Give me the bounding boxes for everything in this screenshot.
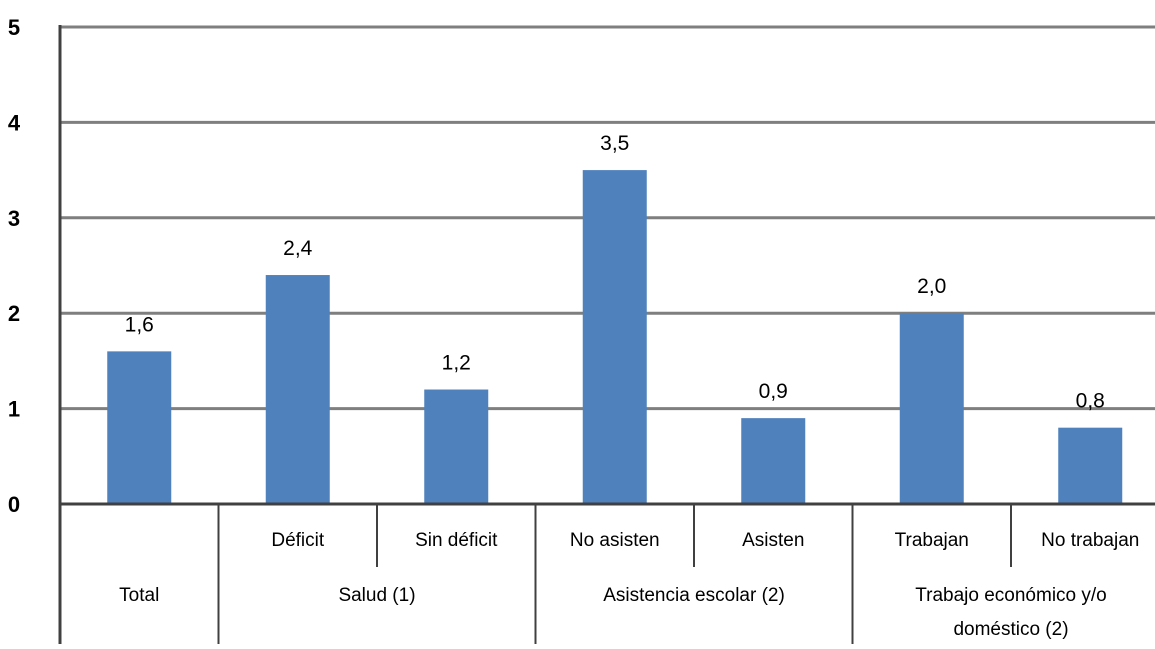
labels-layer: 0 1 2 3 4 5 1,6 2,4 1,2 3,5 0,9 2,0 0,8 Total Déficit S… <box>8 15 1139 640</box>
y-tick-label: 0 <box>8 492 20 517</box>
data-label: 1,2 <box>442 352 471 375</box>
data-label: 2,4 <box>283 237 313 260</box>
x-tick-label: No asisten <box>570 530 660 551</box>
axis-layer <box>58 25 1155 644</box>
x-tick-label: Sin déficit <box>415 530 498 551</box>
x-tick-label: Asisten <box>742 530 804 551</box>
y-tick-label: 4 <box>8 110 21 135</box>
bar <box>424 389 489 504</box>
group-label: doméstico (2) <box>953 619 1068 640</box>
group-label: Asistencia escolar (2) <box>603 585 785 606</box>
y-tick-label: 3 <box>8 206 20 231</box>
x-tick-label: No trabajan <box>1041 530 1139 551</box>
data-label: 2,0 <box>917 275 946 298</box>
bar <box>741 418 806 504</box>
bar <box>265 275 330 504</box>
bar <box>582 170 647 504</box>
y-tick-label: 2 <box>8 301 20 326</box>
data-label: 3,5 <box>600 132 629 155</box>
y-tick-label: 1 <box>8 397 20 422</box>
group-label: Trabajo económico y/o <box>915 585 1107 606</box>
group-label: Total <box>119 585 159 606</box>
bars-layer <box>107 170 1123 504</box>
bar <box>899 313 964 504</box>
x-tick-label: Déficit <box>271 530 325 551</box>
data-label: 0,8 <box>1076 390 1105 413</box>
bar <box>1058 427 1123 504</box>
y-tick-label: 5 <box>8 15 20 40</box>
bar <box>107 351 172 504</box>
group-label: Salud (1) <box>338 585 415 606</box>
x-tick-label: Trabajan <box>895 530 969 551</box>
data-label: 0,9 <box>759 380 788 403</box>
data-label: 1,6 <box>125 313 154 336</box>
